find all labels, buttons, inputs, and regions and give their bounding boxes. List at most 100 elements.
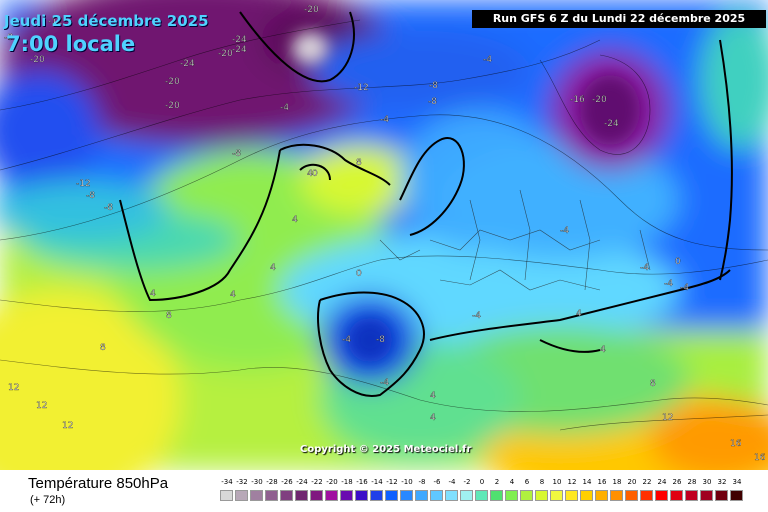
legend-swatch bbox=[625, 490, 638, 501]
legend-swatch bbox=[490, 490, 503, 501]
legend-swatch bbox=[415, 490, 428, 501]
legend-swatch bbox=[385, 490, 398, 501]
legend-swatch bbox=[640, 490, 653, 501]
isotherm-label: -4 bbox=[342, 335, 351, 345]
legend-label: 18 bbox=[612, 478, 622, 486]
isotherm-label: -20 bbox=[165, 101, 180, 111]
isotherm-label: -20 bbox=[592, 95, 607, 105]
legend-label: 14 bbox=[582, 478, 592, 486]
legend-swatch bbox=[340, 490, 353, 501]
legend-label: -24 bbox=[296, 478, 308, 486]
legend-label: -26 bbox=[281, 478, 293, 486]
legend-swatch bbox=[280, 490, 293, 501]
legend-swatch bbox=[730, 490, 743, 501]
isotherm-label: -8 bbox=[232, 149, 241, 159]
legend-label: 16 bbox=[597, 478, 607, 486]
isotherm-label: -12 bbox=[354, 83, 369, 93]
legend-swatch bbox=[565, 490, 578, 501]
isotherm-label: -24 bbox=[180, 59, 195, 69]
isotherm-label: 0 bbox=[312, 169, 318, 179]
legend-label: 32 bbox=[717, 478, 727, 486]
parameter-title: Température 850hPa bbox=[28, 475, 169, 492]
legend-swatch bbox=[685, 490, 698, 501]
legend-swatch bbox=[400, 490, 413, 501]
legend-swatch bbox=[475, 490, 488, 501]
isotherm-label: -12 bbox=[76, 179, 91, 189]
legend-swatch bbox=[715, 490, 728, 501]
coastlines bbox=[119, 11, 733, 397]
forecast-date: Jeudi 25 décembre 2025 bbox=[4, 12, 209, 30]
legend-label: 24 bbox=[657, 478, 667, 486]
isotherm-label: 4 bbox=[430, 391, 436, 401]
isotherm-label: -8 bbox=[104, 203, 113, 213]
legend-label: 22 bbox=[642, 478, 652, 486]
legend-swatch bbox=[550, 490, 563, 501]
isotherm-label: -4 bbox=[640, 263, 649, 273]
isotherm-label: 12 bbox=[8, 383, 19, 393]
isotherm-label: 12 bbox=[62, 421, 73, 431]
isotherm-label: -8 bbox=[86, 191, 95, 201]
isotherm-label: 4 bbox=[230, 290, 236, 300]
footer: Température 850hPa (+ 72h) -34 -32 -30 -28-… bbox=[0, 470, 768, 512]
isotherm-label: 8 bbox=[100, 343, 106, 353]
isotherm-label: -24 bbox=[232, 45, 247, 55]
legend-label: -32 bbox=[236, 478, 248, 486]
isotherm-label: 16 bbox=[754, 453, 766, 463]
legend-swatch bbox=[670, 490, 683, 501]
isotherm-label: -8 bbox=[428, 97, 437, 107]
isotherm-label: 12 bbox=[36, 401, 47, 411]
cold-cores bbox=[292, 32, 640, 362]
isotherm-label: -4 bbox=[680, 283, 689, 293]
isotherm-label: 12 bbox=[662, 413, 673, 423]
run-info: Run GFS 6 Z du Lundi 22 décembre 2025 bbox=[472, 10, 766, 28]
isotherm-label: -20 bbox=[218, 49, 233, 59]
isotherm-label: -8 bbox=[376, 335, 385, 345]
isotherm-label: 4 bbox=[307, 169, 313, 179]
legend-label: -22 bbox=[311, 478, 323, 486]
legend-label: 4 bbox=[509, 478, 515, 486]
legend-swatch bbox=[535, 490, 548, 501]
legend-swatch bbox=[520, 490, 533, 501]
isotherm-label: -20 bbox=[165, 77, 180, 87]
isotherm-label: 4 bbox=[600, 345, 606, 355]
isotherm-label: 4 bbox=[430, 413, 436, 423]
legend-swatch bbox=[610, 490, 623, 501]
isotherm-label: -24 bbox=[232, 35, 247, 45]
legend-label: 26 bbox=[672, 478, 682, 486]
isotherm-label: -4 bbox=[664, 279, 673, 289]
isotherm-label: -8 bbox=[4, 33, 13, 43]
legend-swatch bbox=[700, 490, 713, 501]
legend-label: -20 bbox=[326, 478, 338, 486]
legend-label: 30 bbox=[702, 478, 712, 486]
isotherm-label: 0 bbox=[356, 269, 362, 279]
isotherm-label: -20 bbox=[304, 5, 319, 15]
isotherm-label: 4 bbox=[150, 289, 156, 299]
isotherm-label: 8 bbox=[650, 379, 656, 389]
legend-label: -12 bbox=[386, 478, 398, 486]
isotherm-label: 4 bbox=[576, 309, 582, 319]
lead-time: (+ 72h) bbox=[30, 494, 66, 506]
isotherm-label: 8 bbox=[166, 311, 172, 321]
legend-swatch bbox=[355, 490, 368, 501]
legend-swatch bbox=[310, 490, 323, 501]
isotherm-label: 4 bbox=[292, 215, 298, 225]
legend-swatch bbox=[445, 490, 458, 501]
isotherm-label: 16 bbox=[730, 439, 742, 449]
legend-label: 0 bbox=[479, 478, 485, 486]
legend-label: 20 bbox=[627, 478, 637, 486]
isotherm-label: 4 bbox=[270, 263, 276, 273]
legend-label: -2 bbox=[463, 478, 471, 486]
legend-label: 12 bbox=[567, 478, 577, 486]
temperature-field bbox=[0, 0, 768, 470]
isotherm-label: -4 bbox=[380, 378, 389, 388]
copyright: Copyright © 2025 Meteociel.fr bbox=[300, 444, 472, 455]
isotherm-label: 0 bbox=[675, 257, 681, 267]
legend-label: -18 bbox=[341, 478, 353, 486]
isotherm-label: -16 bbox=[570, 95, 585, 105]
legend-label: 6 bbox=[524, 478, 530, 486]
legend-swatch bbox=[655, 490, 668, 501]
legend-label: -34 bbox=[221, 478, 233, 486]
legend-label: -30 bbox=[251, 478, 263, 486]
legend-swatch bbox=[295, 490, 308, 501]
